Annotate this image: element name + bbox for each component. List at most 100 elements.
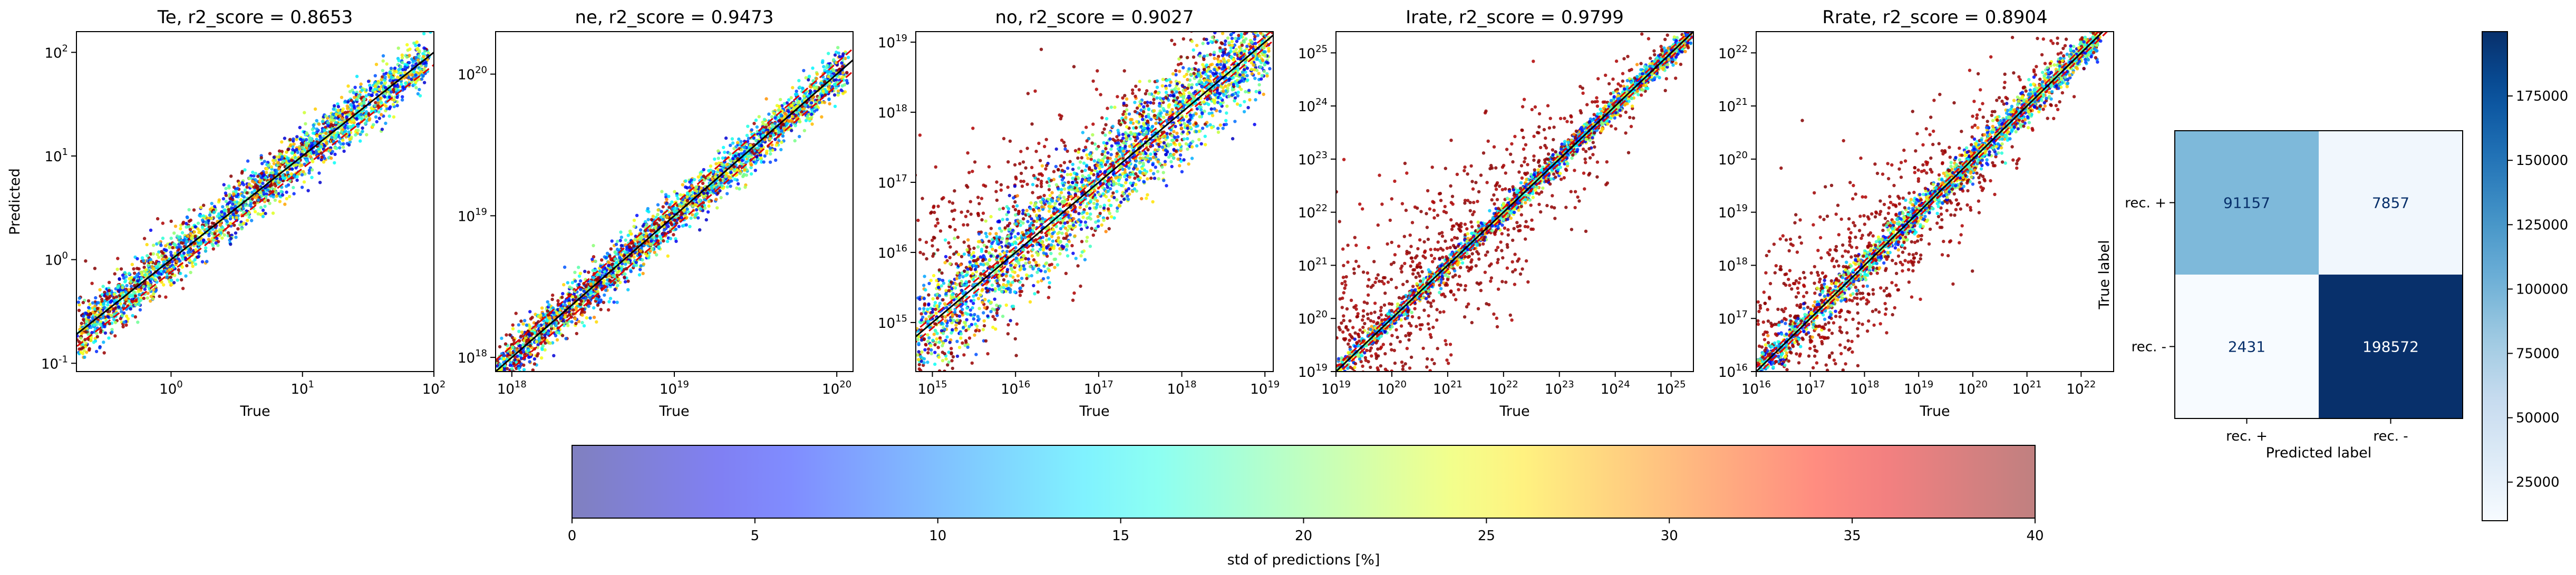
scatter-point: [157, 241, 161, 245]
scatter-point: [768, 146, 772, 150]
scatter-point: [81, 346, 85, 350]
scatter-point: [366, 80, 371, 83]
scatter-point: [705, 191, 710, 195]
scatter-point: [295, 148, 298, 152]
scatter-point: [180, 265, 184, 269]
scatter-point: [240, 171, 244, 175]
scatter-point: [709, 190, 712, 194]
scatter-point: [517, 329, 521, 333]
scatter-point: [331, 112, 335, 116]
scatter-point: [80, 331, 84, 335]
scatter-point: [261, 181, 265, 186]
scatter-point: [517, 359, 521, 363]
scatter-point: [781, 123, 786, 126]
scatter-point: [136, 279, 140, 283]
scatter-point: [810, 101, 814, 105]
scatter-point: [541, 344, 545, 348]
scatter-point: [84, 259, 88, 263]
scatter-point: [160, 257, 164, 261]
scatter-point: [311, 128, 314, 131]
scatter-point: [736, 141, 740, 144]
scatter-point: [356, 129, 360, 132]
scatter-point: [707, 200, 711, 203]
scatter-point: [316, 147, 321, 151]
scatter-point: [177, 268, 180, 272]
scatter-point: [411, 64, 414, 68]
scatter-point: [311, 160, 315, 163]
scatter-point: [164, 295, 168, 299]
scatter-point: [401, 61, 404, 65]
scatter-point: [173, 243, 177, 247]
scatter-point: [598, 269, 602, 273]
scatter-point: [283, 137, 287, 140]
scatter-point: [148, 284, 152, 287]
scatter-point: [696, 175, 701, 179]
scatter-point: [207, 217, 211, 220]
scatter-point: [234, 190, 238, 193]
scatter-point: [540, 347, 544, 351]
scatter-point: [165, 276, 169, 279]
scatter-point: [86, 299, 91, 303]
scatter-point: [93, 304, 97, 308]
scatter-point: [210, 217, 214, 220]
scatter-point: [423, 50, 427, 53]
scatter-point: [347, 143, 351, 147]
scatter-point: [179, 241, 183, 245]
scatter-point: [113, 334, 117, 338]
scatter-point: [515, 348, 519, 352]
scatter-point: [374, 63, 379, 66]
scatter-point: [546, 300, 549, 304]
scatter-point: [422, 55, 425, 59]
scatter-point: [385, 107, 389, 111]
scatter-point: [285, 197, 288, 201]
scatter-point: [754, 118, 758, 122]
scatter-point: [336, 131, 340, 134]
scatter-point: [295, 138, 298, 141]
scatter-point: [755, 125, 759, 129]
scatter-point: [121, 286, 124, 290]
scatter-point: [675, 221, 679, 225]
scatter-point: [234, 231, 238, 235]
scatter-point: [322, 128, 326, 132]
scatter-point: [198, 213, 201, 217]
scatter-point: [145, 242, 149, 247]
scatter-point: [253, 189, 256, 192]
scatter-point: [336, 105, 341, 109]
scatter-point: [323, 144, 326, 148]
scatter-point: [772, 111, 776, 115]
scatter-point: [170, 278, 173, 282]
scatter-point: [79, 336, 83, 340]
scatter-point: [260, 162, 264, 165]
scatter-point: [181, 287, 185, 290]
scatter-point: [324, 125, 327, 129]
scatter-point: [135, 257, 139, 261]
scatter-point: [122, 304, 125, 307]
scatter-point: [511, 346, 515, 349]
scatter-point: [729, 171, 733, 174]
scatter-point: [285, 184, 288, 188]
scatter-point: [528, 360, 531, 364]
scatter-point: [182, 245, 186, 249]
scatter-point: [698, 198, 702, 202]
scatter-point: [548, 342, 552, 345]
scatter-point: [514, 311, 518, 315]
scatter-point: [144, 268, 148, 272]
scatter-point: [627, 260, 631, 265]
scatter-point: [90, 281, 94, 285]
scatter-point: [842, 83, 847, 87]
scatter-point: [84, 311, 88, 315]
scatter-point: [793, 139, 797, 143]
scatter-point: [347, 130, 351, 134]
scatter-point: [202, 203, 206, 207]
scatter-point: [580, 320, 584, 325]
scatter-point: [606, 264, 611, 267]
scatter-point: [204, 220, 208, 224]
scatter-point: [595, 320, 598, 324]
scatter-point: [381, 75, 384, 79]
scatter-point: [520, 330, 524, 334]
scatter-point: [317, 171, 321, 175]
scatter-point: [522, 368, 526, 372]
scatter-point: [644, 220, 647, 223]
scatter-point: [517, 323, 520, 327]
scatter-point: [382, 72, 386, 76]
